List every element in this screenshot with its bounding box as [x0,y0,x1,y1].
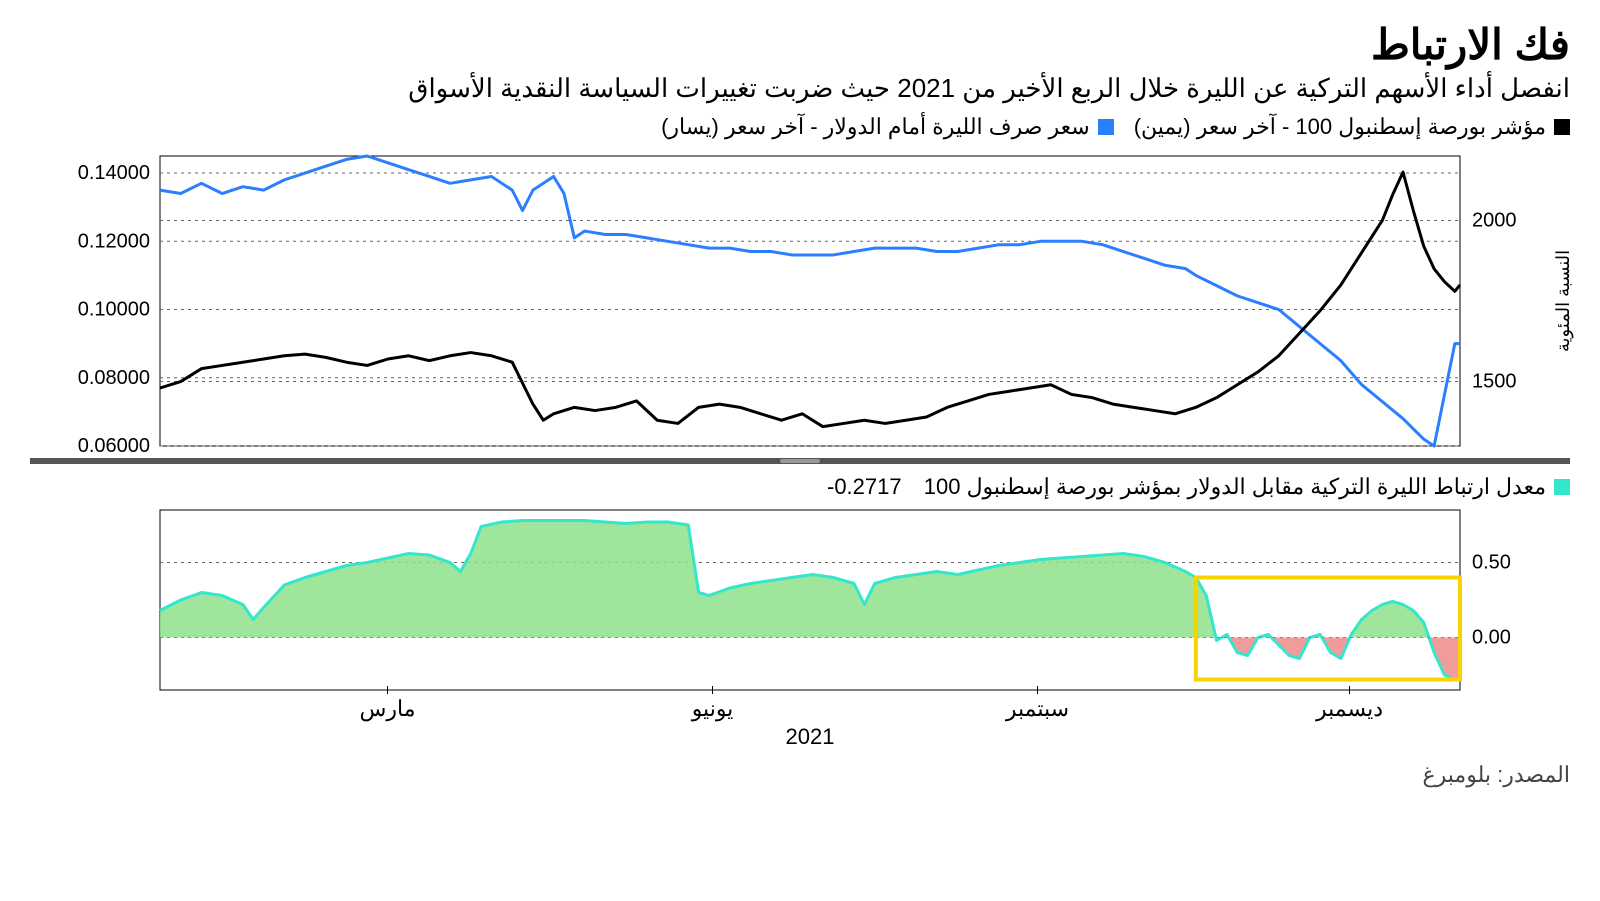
svg-text:0.06000: 0.06000 [78,435,150,456]
swatch-corr [1554,479,1570,495]
x-tick-month: مارس [360,696,416,722]
legend-label-lira: سعر صرف الليرة أمام الدولار - آخر سعر (ي… [661,114,1090,140]
svg-text:0.50: 0.50 [1472,552,1511,574]
divider-bar [30,458,1570,464]
top-chart-wrap: 0.14000 0.12000 0.10000 0.08000 0.06000 2000 1… [30,146,1570,456]
legend-top: مؤشر بورصة إسطنبول 100 - آخر سعر (يمين) … [30,114,1570,140]
chart-subtitle: انفصل أداء الأسهم التركية عن الليرة خلال… [30,73,1570,104]
bottom-chart-wrap: 0.50 0.00 [30,504,1570,696]
swatch-lira [1098,119,1114,135]
top-chart-svg: 0.14000 0.12000 0.10000 0.08000 0.06000 2000 1… [50,146,1570,456]
svg-text:1500: 1500 [1472,371,1517,393]
x-year: 2021 [786,724,835,750]
legend-label-bist: مؤشر بورصة إسطنبول 100 - آخر سعر (يمين) [1134,114,1546,140]
source-text: المصدر: بلومبرغ [30,762,1570,788]
x-axis: مارس يونيو سبتمبر ديسمبر 2021 [50,696,1570,756]
x-tick-month: سبتمبر [1006,696,1069,722]
legend-mid: معدل ارتباط الليرة التركية مقابل الدولار… [30,474,1570,500]
x-tick-month: يونيو [692,696,734,722]
x-tick-month: ديسمبر [1316,696,1383,722]
svg-text:0.00: 0.00 [1472,627,1511,649]
legend-item-bist: مؤشر بورصة إسطنبول 100 - آخر سعر (يمين) [1134,114,1570,140]
swatch-bist [1554,119,1570,135]
svg-text:0.12000: 0.12000 [78,230,150,252]
svg-text:0.14000: 0.14000 [78,162,150,184]
chart-title: فك الارتباط [30,20,1570,69]
yaxis-right-label: النسبة المئوية [1552,250,1574,352]
legend-item-lira: سعر صرف الليرة أمام الدولار - آخر سعر (ي… [661,114,1114,140]
legend-label-corr: معدل ارتباط الليرة التركية مقابل الدولار… [924,474,1546,500]
chart-container: فك الارتباط انفصل أداء الأسهم التركية عن… [0,0,1600,798]
legend-value-corr: 0.2717- [827,474,902,500]
svg-text:0.10000: 0.10000 [78,299,150,321]
bottom-chart-svg: 0.50 0.00 [50,504,1570,696]
divider-handle [780,459,820,463]
svg-text:0.08000: 0.08000 [78,367,150,389]
svg-text:2000: 2000 [1472,209,1517,231]
